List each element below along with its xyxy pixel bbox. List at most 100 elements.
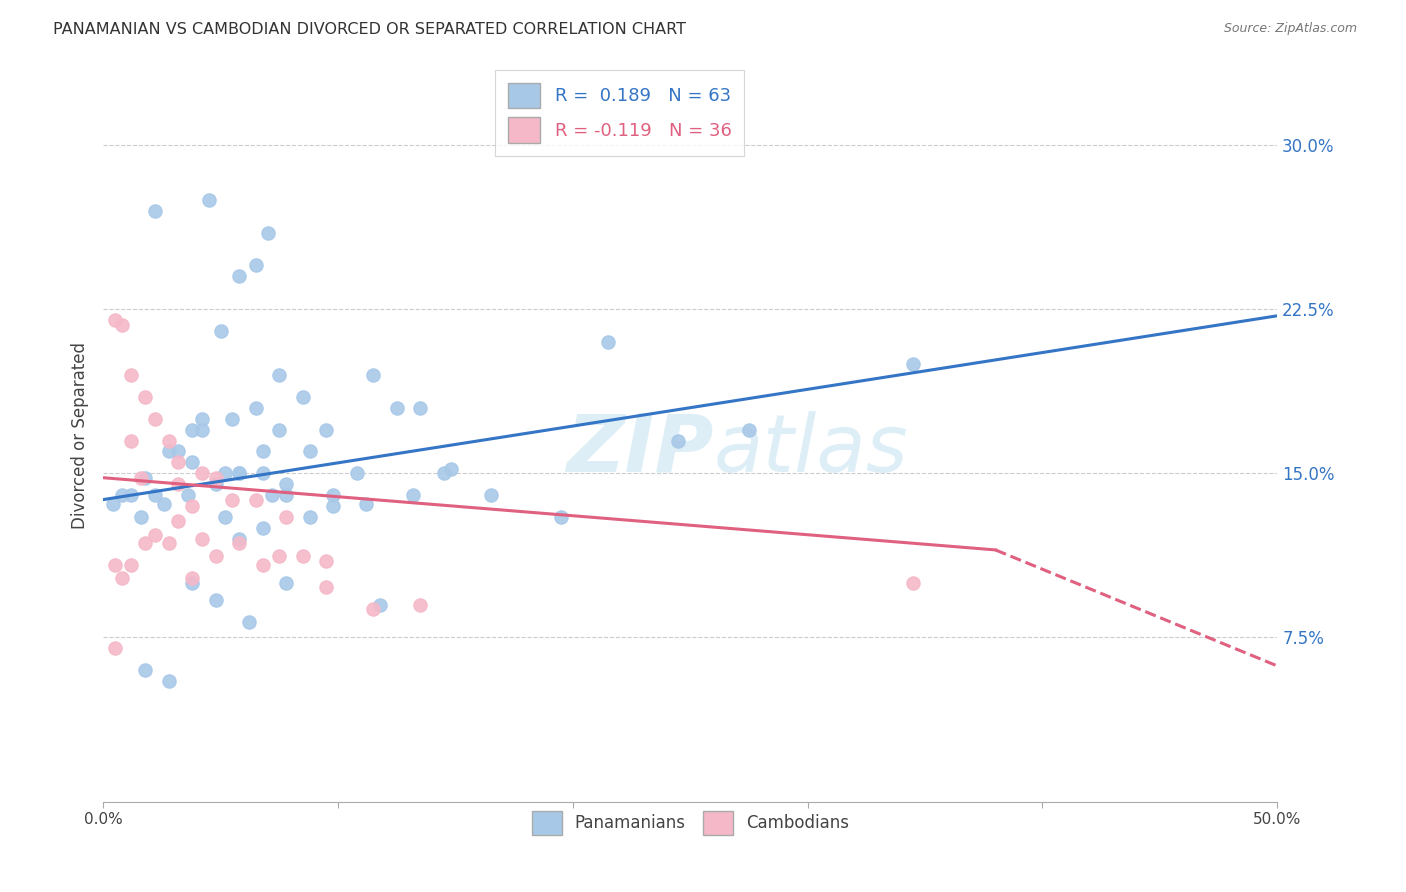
Point xyxy=(190,467,212,481)
Point xyxy=(252,467,274,481)
Y-axis label: Divorced or Separated: Divorced or Separated xyxy=(72,342,89,529)
Point xyxy=(298,444,321,458)
Point xyxy=(269,423,291,437)
Point xyxy=(262,488,284,502)
Point xyxy=(402,488,425,502)
Point xyxy=(111,318,134,332)
Point xyxy=(181,575,204,590)
Point xyxy=(269,368,291,382)
Point xyxy=(190,532,212,546)
Point xyxy=(228,269,250,284)
Point xyxy=(256,226,278,240)
Point xyxy=(181,571,204,585)
Point xyxy=(205,593,228,607)
Point xyxy=(143,527,166,541)
Point xyxy=(181,499,204,513)
Point xyxy=(269,549,291,564)
Point xyxy=(361,602,384,616)
Point xyxy=(252,521,274,535)
Point xyxy=(214,467,236,481)
Point xyxy=(214,510,236,524)
Point xyxy=(101,497,124,511)
Point xyxy=(205,471,228,485)
Point xyxy=(368,598,391,612)
Legend: Panamanians, Cambodians: Panamanians, Cambodians xyxy=(522,801,859,845)
Point xyxy=(221,411,243,425)
Point xyxy=(143,488,166,502)
Point xyxy=(134,663,156,677)
Point xyxy=(252,444,274,458)
Point xyxy=(153,497,176,511)
Point xyxy=(104,641,127,656)
Point xyxy=(433,467,456,481)
Point xyxy=(228,467,250,481)
Point xyxy=(129,471,152,485)
Text: atlas: atlas xyxy=(714,410,908,489)
Point xyxy=(291,390,314,404)
Point xyxy=(354,497,377,511)
Point xyxy=(276,477,298,491)
Point xyxy=(190,411,212,425)
Point xyxy=(903,575,925,590)
Text: Source: ZipAtlas.com: Source: ZipAtlas.com xyxy=(1223,22,1357,36)
Point xyxy=(104,558,127,573)
Point xyxy=(134,536,156,550)
Point xyxy=(111,488,134,502)
Point xyxy=(409,401,432,415)
Point xyxy=(276,575,298,590)
Point xyxy=(157,536,180,550)
Point xyxy=(298,510,321,524)
Point xyxy=(315,554,337,568)
Point xyxy=(903,357,925,371)
Point xyxy=(245,259,267,273)
Point xyxy=(205,549,228,564)
Point xyxy=(120,558,142,573)
Point xyxy=(129,510,152,524)
Point xyxy=(409,598,432,612)
Point xyxy=(346,467,368,481)
Point xyxy=(322,499,344,513)
Point xyxy=(322,488,344,502)
Point xyxy=(143,411,166,425)
Point xyxy=(190,423,212,437)
Point xyxy=(440,462,463,476)
Point xyxy=(596,334,619,349)
Point xyxy=(198,193,221,207)
Text: PANAMANIAN VS CAMBODIAN DIVORCED OR SEPARATED CORRELATION CHART: PANAMANIAN VS CAMBODIAN DIVORCED OR SEPA… xyxy=(53,22,686,37)
Point xyxy=(228,467,250,481)
Point xyxy=(245,401,267,415)
Point xyxy=(167,455,190,469)
Point xyxy=(238,615,260,629)
Point xyxy=(228,536,250,550)
Point xyxy=(291,549,314,564)
Point xyxy=(181,423,204,437)
Point xyxy=(111,571,134,585)
Point xyxy=(167,515,190,529)
Point xyxy=(252,558,274,573)
Point xyxy=(550,510,572,524)
Point xyxy=(143,203,166,218)
Point xyxy=(120,488,142,502)
Point xyxy=(209,324,232,338)
Point xyxy=(315,423,337,437)
Point xyxy=(120,368,142,382)
Point xyxy=(738,423,761,437)
Point xyxy=(134,390,156,404)
Point xyxy=(157,444,180,458)
Point xyxy=(157,674,180,689)
Point xyxy=(668,434,690,448)
Point xyxy=(167,477,190,491)
Point xyxy=(361,368,384,382)
Point xyxy=(104,313,127,327)
Point xyxy=(245,492,267,507)
Point xyxy=(276,488,298,502)
Point xyxy=(276,510,298,524)
Point xyxy=(205,477,228,491)
Point xyxy=(176,488,198,502)
Point xyxy=(221,492,243,507)
Point xyxy=(385,401,408,415)
Point xyxy=(134,471,156,485)
Point xyxy=(181,455,204,469)
Point xyxy=(315,580,337,594)
Point xyxy=(120,434,142,448)
